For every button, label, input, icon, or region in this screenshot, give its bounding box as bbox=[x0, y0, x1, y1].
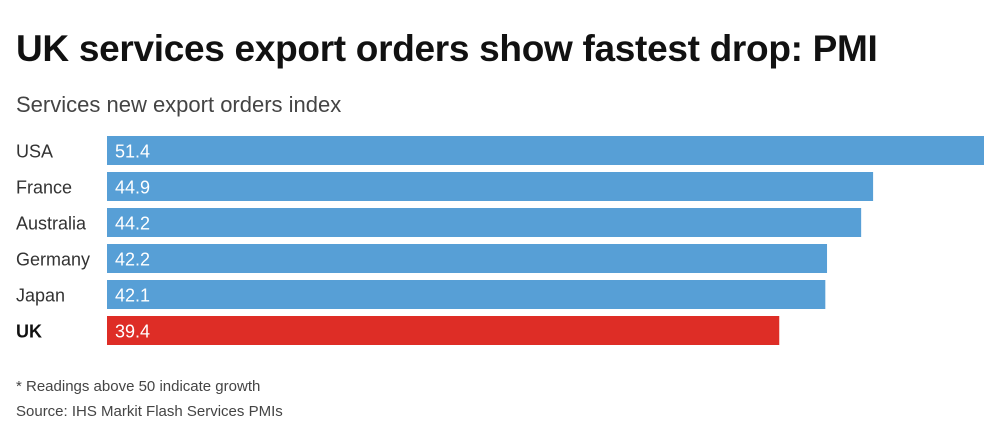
category-label: UK bbox=[16, 322, 42, 342]
bar bbox=[107, 280, 826, 309]
chart-source: Source: IHS Markit Flash Services PMIs bbox=[16, 403, 283, 420]
bar bbox=[107, 208, 862, 237]
bar-value-label: 42.2 bbox=[115, 250, 150, 270]
bar-value-label: 44.9 bbox=[115, 178, 150, 198]
bar-chart: USA 51.4 France 44.9 Australia 44.2 Germany 42.… bbox=[16, 136, 984, 345]
chart-subtitle: Services new export orders index bbox=[16, 92, 342, 117]
bar bbox=[107, 244, 828, 273]
bar-value-label: 39.4 bbox=[115, 322, 150, 342]
chart-footnote: * Readings above 50 indicate growth bbox=[16, 378, 261, 395]
category-label: Japan bbox=[16, 286, 65, 306]
bar bbox=[107, 172, 874, 201]
bar-value-label: 51.4 bbox=[115, 142, 150, 162]
category-label: France bbox=[16, 178, 72, 198]
chart-title: UK services export orders show fastest d… bbox=[16, 28, 878, 69]
bar bbox=[107, 316, 780, 345]
bar-value-label: 44.2 bbox=[115, 214, 150, 234]
category-label: USA bbox=[16, 142, 53, 162]
bar bbox=[107, 136, 984, 165]
category-label: Australia bbox=[16, 214, 87, 234]
bar-value-label: 42.1 bbox=[115, 286, 150, 306]
category-label: Germany bbox=[16, 250, 90, 270]
